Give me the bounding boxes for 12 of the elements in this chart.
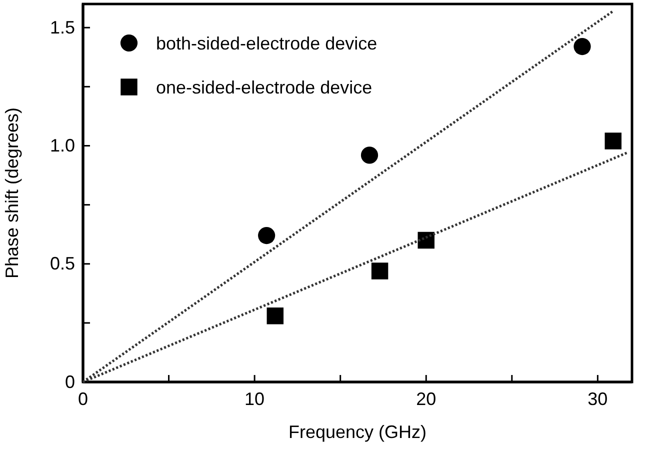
x-tick-label: 30 [588,388,608,409]
y-tick-label: 1.5 [50,17,75,38]
x-tick-label: 0 [78,388,88,409]
y-axis-title: Phase shift (degrees) [2,107,22,279]
x-tick-label: 20 [416,388,436,409]
x-tick-label: 10 [244,388,265,409]
y-tick-label: 0.5 [50,254,75,274]
x-axis-title: Frequency (GHz) [288,422,427,442]
legend-label: one-sided-electrode device [156,77,372,98]
y-tick-label: 0 [64,372,75,392]
y-tick-label: 1.0 [50,136,75,156]
legend-label: both-sided-electrode device [156,33,378,54]
